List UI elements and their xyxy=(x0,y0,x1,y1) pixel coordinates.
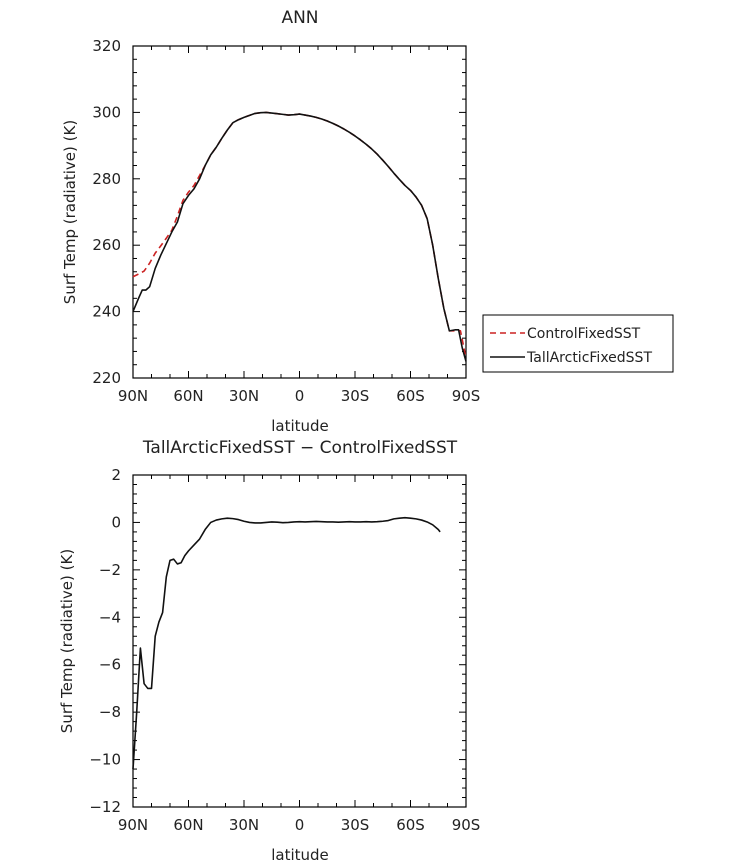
temperature-series-lines xyxy=(132,111,467,362)
temperature-x-axis-title: latitude xyxy=(271,417,329,435)
temperature-y-axis-title: Surf Temp (radiative) (K) xyxy=(61,120,79,304)
temperature-x-tick-labels: 90N 60N 30N 0 30S 60S 90S xyxy=(118,387,480,405)
difference-x-tick-label: 60N xyxy=(173,816,203,834)
temperature-y-tick-label: 320 xyxy=(92,37,121,55)
difference-y-axis-title: Surf Temp (radiative) (K) xyxy=(58,549,76,733)
difference-axis-ticks xyxy=(132,474,467,808)
temperature-y-tick-label: 260 xyxy=(92,236,121,254)
temperature-x-tick-label: 90S xyxy=(452,387,481,405)
difference-x-tick-labels: 90N 60N 30N 0 30S 60S 90S xyxy=(118,816,480,834)
temperature-x-tick-label: 90N xyxy=(118,387,148,405)
temperature-x-tick-label: 30S xyxy=(341,387,370,405)
temperature-x-tick-label: 60N xyxy=(173,387,203,405)
legend-label-control: ControlFixedSST xyxy=(527,326,641,342)
temperature-plot-frame xyxy=(132,45,467,379)
difference-x-tick-label: 90N xyxy=(118,816,148,834)
legend-label-tallarctic: TallArcticFixedSST xyxy=(526,350,652,366)
difference-x-tick-label: 30S xyxy=(341,816,370,834)
temperature-series-line-tallarcticfixedsst xyxy=(132,111,467,362)
difference-x-axis-title: latitude xyxy=(271,846,329,864)
difference-x-tick-label: 90S xyxy=(452,816,481,834)
temperature-axis-ticks xyxy=(132,45,467,379)
difference-plot-frame xyxy=(132,474,467,808)
temperature-x-tick-label: 0 xyxy=(295,387,305,405)
temperature-series-line-controlfixedsst xyxy=(132,111,467,359)
temperature-y-tick-labels: 220 240 260 280 300 320 xyxy=(92,37,121,387)
difference-y-tick-labels: −12 −10 −8 −6 −4 −2 0 2 xyxy=(89,466,121,816)
difference-series-line-difference xyxy=(132,516,441,770)
difference-y-tick-label: −8 xyxy=(99,703,121,721)
difference-x-tick-label: 0 xyxy=(295,816,305,834)
temperature-x-tick-label: 30N xyxy=(229,387,259,405)
difference-panel: TallArcticFixedSST − ControlFixedSST 90N… xyxy=(58,438,480,864)
difference-x-tick-label: 30N xyxy=(229,816,259,834)
legend-box xyxy=(482,314,674,373)
difference-y-tick-label: −12 xyxy=(89,798,121,816)
legend: ControlFixedSST TallArcticFixedSST xyxy=(482,314,674,373)
difference-y-tick-label: −10 xyxy=(89,751,121,769)
difference-plot-title: TallArcticFixedSST − ControlFixedSST xyxy=(142,438,458,458)
difference-series-lines xyxy=(132,516,441,770)
temperature-panel: ANN 90N 60N 30N 0 30S 60S 90S 220 240 260 280 300 3… xyxy=(61,8,674,435)
temperature-x-tick-label: 60S xyxy=(396,387,425,405)
temperature-plot-title: ANN xyxy=(281,8,318,28)
difference-y-tick-label: −4 xyxy=(99,608,121,626)
difference-y-tick-label: −2 xyxy=(99,561,121,579)
temperature-y-tick-label: 280 xyxy=(92,170,121,188)
difference-y-tick-label: 2 xyxy=(111,466,121,484)
difference-y-tick-label: −6 xyxy=(99,656,121,674)
temperature-y-tick-label: 240 xyxy=(92,303,121,321)
temperature-y-tick-label: 220 xyxy=(92,369,121,387)
temperature-y-tick-label: 300 xyxy=(92,103,121,121)
difference-y-tick-label: 0 xyxy=(111,513,121,531)
difference-x-tick-label: 60S xyxy=(396,816,425,834)
